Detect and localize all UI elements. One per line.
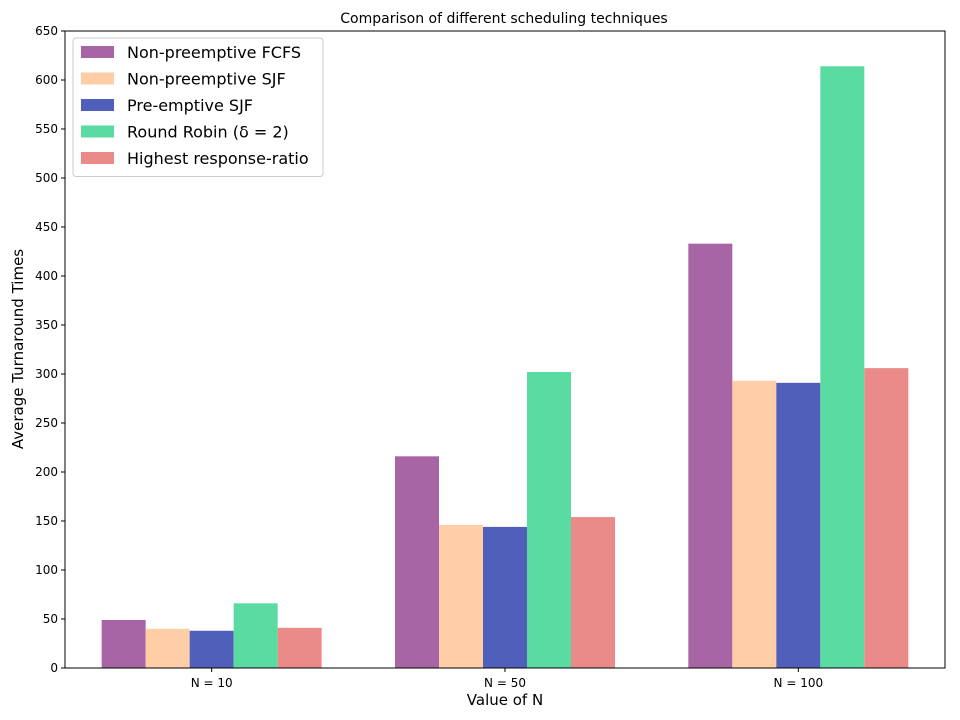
bar-round-robin-2-n-100 (820, 66, 865, 668)
legend-label-non-preemptive-fcfs: Non-preemptive FCFS (127, 43, 301, 62)
legend: Non-preemptive FCFS Non-preemptive SJF Pre… (72, 37, 324, 177)
y-tick-label: 450 (35, 220, 58, 234)
legend-label-pre-emptive-sjf: Pre-emptive SJF (127, 96, 253, 115)
y-tick-label: 100 (35, 563, 58, 577)
bar-non-preemptive-sjf-n-10 (145, 628, 190, 668)
bar-pre-emptive-sjf-n-10 (189, 630, 234, 668)
bar-round-robin-2-n-10 (233, 603, 278, 668)
legend-swatch-non-preemptive-fcfs (81, 46, 114, 58)
bar-pre-emptive-sjf-n-50 (483, 526, 527, 668)
y-tick-label: 200 (35, 465, 58, 479)
legend-label-round-robin-2: Round Robin (δ = 2) (127, 123, 289, 142)
bar-non-preemptive-fcfs-n-50 (395, 456, 439, 668)
y-axis: 0 50 100 150 200 250 300 350 400 450 500 550 600 650 (35, 24, 65, 675)
legend-swatch-pre-emptive-sjf (81, 99, 114, 111)
bar-non-preemptive-fcfs-n-100 (688, 243, 733, 668)
y-tick-label: 650 (35, 24, 58, 38)
x-tick-label: N = 50 (484, 676, 526, 690)
bar-highest-response-ratio-n-100 (864, 368, 909, 668)
x-tick-label: N = 10 (191, 676, 233, 690)
y-tick-label: 150 (35, 514, 58, 528)
x-axis-label: Value of N (467, 691, 543, 709)
x-axis: N = 10 N = 50 N = 100 (191, 668, 823, 690)
legend-swatch-round-robin-2 (81, 125, 114, 138)
bar-pre-emptive-sjf-n-100 (776, 382, 821, 668)
bar-non-preemptive-sjf-n-100 (732, 380, 777, 668)
bar-highest-response-ratio-n-50 (571, 517, 615, 668)
legend-swatch-highest-response-ratio (81, 152, 114, 164)
y-tick-label: 0 (50, 661, 58, 675)
y-tick-label: 350 (35, 318, 58, 332)
y-tick-label: 600 (35, 73, 58, 87)
legend-label-non-preemptive-sjf: Non-preemptive SJF (127, 70, 286, 89)
legend-label-highest-response-ratio: Highest response-ratio (127, 149, 309, 168)
chart-title: Comparison of different scheduling techn… (340, 11, 667, 27)
bar-round-robin-2-n-50 (527, 372, 571, 668)
y-tick-label: 250 (35, 416, 58, 430)
y-tick-label: 400 (35, 269, 58, 283)
y-tick-label: 300 (35, 367, 58, 381)
legend-box (72, 37, 324, 177)
legend-swatch-non-preemptive-sjf (81, 72, 114, 85)
y-tick-label: 500 (35, 171, 58, 185)
bar-non-preemptive-sjf-n-50 (439, 524, 483, 668)
bar-non-preemptive-fcfs-n-10 (101, 619, 146, 668)
y-axis-label: Average Turnaround Times (9, 249, 27, 449)
y-tick-label: 550 (35, 122, 58, 136)
bar-highest-response-ratio-n-10 (277, 627, 322, 668)
x-tick-label: N = 100 (774, 676, 824, 690)
y-tick-label: 50 (43, 612, 58, 626)
bars-layer (101, 66, 909, 668)
